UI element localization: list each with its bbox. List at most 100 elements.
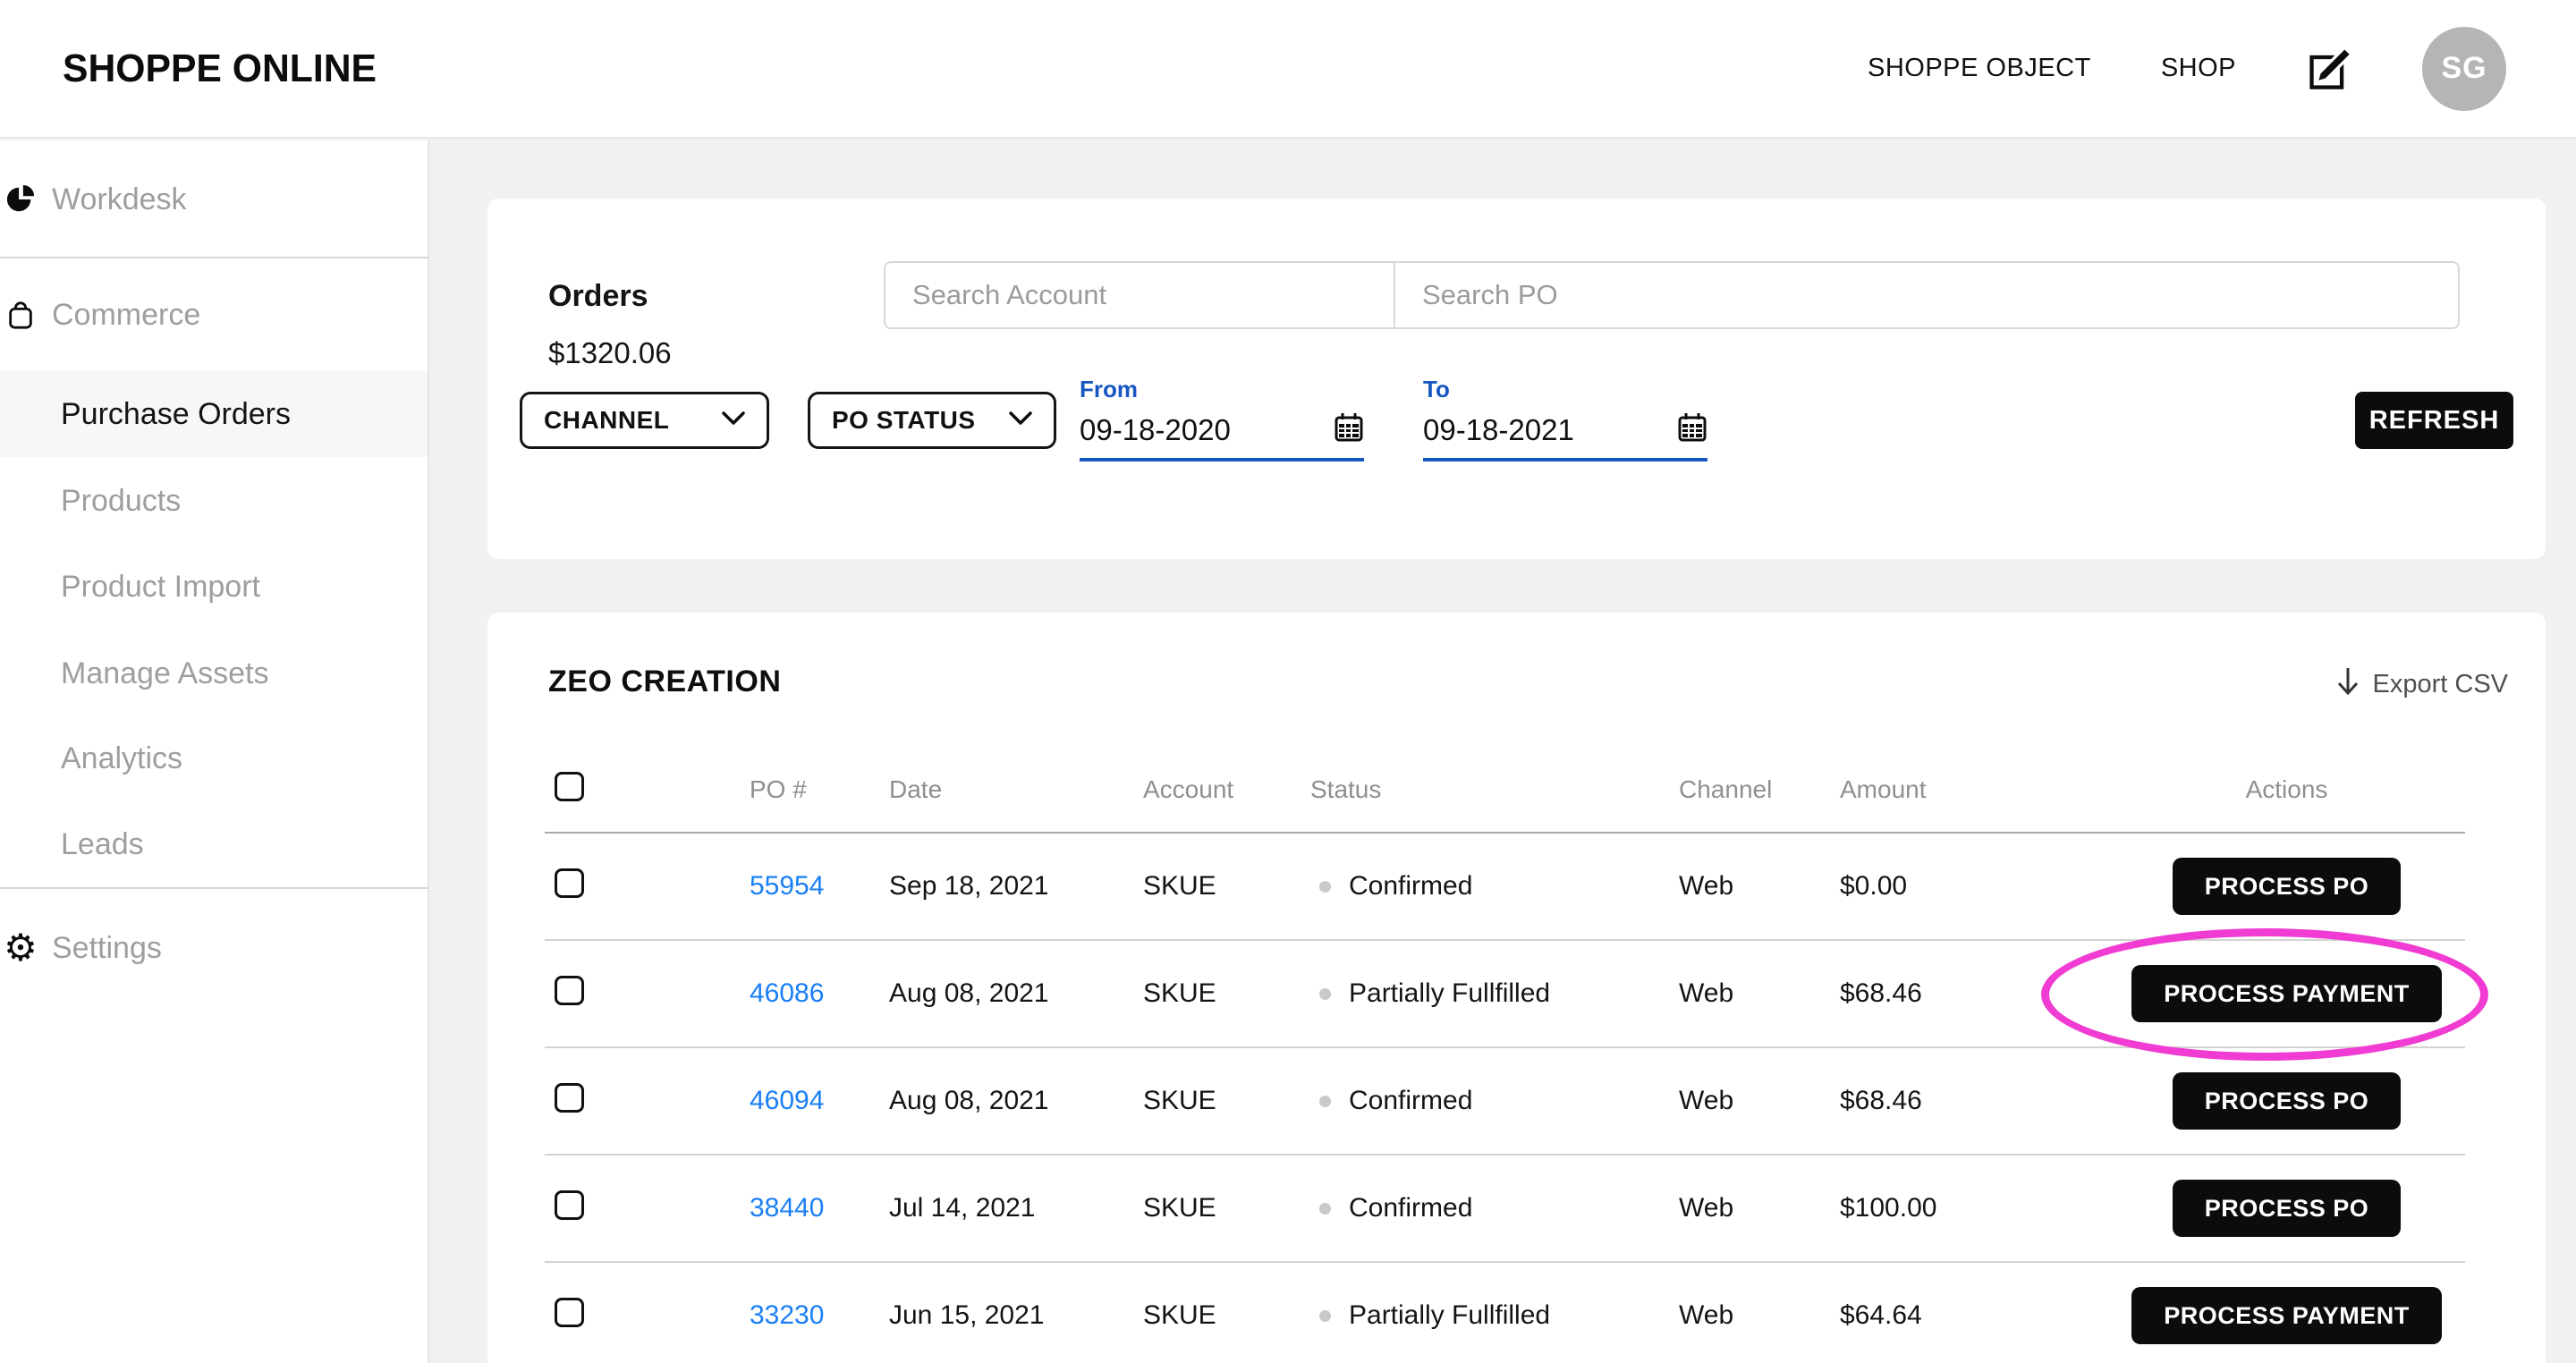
- order-amount: $68.46: [1840, 978, 1922, 1008]
- po-status-select[interactable]: PO STATUS: [808, 392, 1056, 449]
- compose-edit-icon[interactable]: [2306, 45, 2352, 92]
- column-header-channel: Channel: [1679, 775, 1773, 803]
- select-all-checkbox[interactable]: [555, 771, 584, 801]
- sidebar-item-analytics[interactable]: Analytics: [0, 715, 428, 801]
- nav-shop[interactable]: SHOP: [2160, 54, 2236, 82]
- column-header-actions: Actions: [2245, 775, 2328, 803]
- order-channel: Web: [1679, 1086, 1734, 1115]
- sidebar-item-label: Leads: [61, 826, 144, 861]
- sidebar-item-label: Purchase Orders: [61, 396, 291, 431]
- column-header-po: PO #: [750, 775, 807, 803]
- sidebar-item-products[interactable]: Products: [0, 458, 428, 544]
- sidebar-item-label: Commerce: [52, 297, 201, 332]
- date-to-value[interactable]: 09-18-2021: [1423, 412, 1574, 446]
- sidebar-item-purchase-orders[interactable]: Purchase Orders: [0, 371, 428, 457]
- sidebar-item-label: Workdesk: [52, 182, 187, 216]
- order-date: Sep 18, 2021: [889, 871, 1049, 901]
- sidebar-item-commerce[interactable]: Commerce: [0, 272, 428, 358]
- export-csv-label: Export CSV: [2372, 670, 2509, 698]
- account-group-title: ZEO CREATION: [548, 665, 782, 698]
- row-checkbox[interactable]: [555, 1082, 584, 1113]
- search-account-input[interactable]: [886, 263, 1395, 327]
- purchase-orders-panel: ZEO CREATION Export CSV PO # Date Accoun…: [487, 613, 2546, 1363]
- sidebar-item-product-import[interactable]: Product Import: [0, 544, 428, 630]
- row-checkbox[interactable]: [555, 1297, 584, 1327]
- order-status: Confirmed: [1349, 1086, 1473, 1115]
- order-status: Partially Fullfilled: [1349, 1300, 1551, 1330]
- table-body: 55954 Sep 18, 2021 SKUE Confirmed Web $0…: [545, 834, 2465, 1363]
- date-to-field[interactable]: To 09-18-2021: [1423, 376, 1707, 461]
- table-header-row: PO # Date Account Status Channel Amount …: [545, 747, 2465, 834]
- sidebar-item-label: Analytics: [61, 741, 183, 775]
- column-header-status: Status: [1310, 775, 1382, 803]
- search-group: [884, 261, 2460, 329]
- process-action-button[interactable]: PROCESS PAYMENT: [2131, 965, 2442, 1022]
- sidebar-item-settings[interactable]: ⚙ Settings: [0, 905, 428, 991]
- po-number-link[interactable]: 38440: [750, 1193, 825, 1223]
- status-dot-icon: [1319, 1202, 1331, 1215]
- process-action-button[interactable]: PROCESS PO: [2172, 858, 2402, 915]
- order-account: SKUE: [1143, 871, 1216, 901]
- channel-select-label: CHANNEL: [544, 406, 670, 434]
- pie-chart-icon: [5, 183, 36, 216]
- process-action-button[interactable]: PROCESS PO: [2172, 1072, 2402, 1130]
- status-dot-icon: [1319, 987, 1331, 1000]
- table-row: 38440 Jul 14, 2021 SKUE Confirmed Web $1…: [545, 1156, 2465, 1263]
- table-row: 55954 Sep 18, 2021 SKUE Confirmed Web $0…: [545, 834, 2465, 941]
- table-row: 46086 Aug 08, 2021 SKUE Partially Fullfi…: [545, 941, 2465, 1048]
- order-amount: $0.00: [1840, 871, 1908, 901]
- gear-icon: ⚙: [4, 926, 38, 969]
- status-dot-icon: [1319, 880, 1331, 893]
- order-status: Partially Fullfilled: [1349, 978, 1551, 1008]
- date-from-value[interactable]: 09-18-2020: [1080, 412, 1231, 446]
- purchase-orders-table: PO # Date Account Status Channel Amount …: [545, 747, 2465, 1363]
- order-account: SKUE: [1143, 978, 1216, 1008]
- search-po-input[interactable]: [1395, 263, 2458, 327]
- order-amount: $64.64: [1840, 1300, 1922, 1330]
- order-status: Confirmed: [1349, 1193, 1473, 1223]
- po-number-link[interactable]: 46086: [750, 978, 825, 1008]
- column-header-amount: Amount: [1840, 775, 1927, 803]
- table-row: 33230 Jun 15, 2021 SKUE Partially Fullfi…: [545, 1263, 2465, 1363]
- header-nav: SHOPPE OBJECT SHOP SG: [1868, 0, 2506, 137]
- process-action-button[interactable]: PROCESS PAYMENT: [2131, 1287, 2442, 1344]
- channel-select[interactable]: CHANNEL: [520, 392, 769, 449]
- sidebar-divider: [0, 887, 428, 889]
- orders-filter-panel: Orders $1320.06 CHANNEL PO STATUS From 0…: [487, 199, 2546, 559]
- order-date: Aug 08, 2021: [889, 1086, 1049, 1115]
- order-channel: Web: [1679, 978, 1734, 1008]
- order-amount: $68.46: [1840, 1086, 1922, 1115]
- row-checkbox[interactable]: [555, 1189, 584, 1220]
- sidebar-item-leads[interactable]: Leads: [0, 801, 428, 887]
- status-dot-icon: [1319, 1095, 1331, 1107]
- status-dot-icon: [1319, 1309, 1331, 1322]
- po-number-link[interactable]: 33230: [750, 1300, 825, 1330]
- app-header: SHOPPE ONLINE SHOPPE OBJECT SHOP SG: [0, 0, 2576, 139]
- po-number-link[interactable]: 55954: [750, 871, 825, 901]
- nav-shoppe-object[interactable]: SHOPPE OBJECT: [1867, 54, 2091, 82]
- order-amount: $100.00: [1840, 1193, 1937, 1223]
- sidebar-item-label: Manage Assets: [61, 656, 269, 690]
- export-csv-button[interactable]: Export CSV: [2335, 666, 2509, 703]
- row-checkbox[interactable]: [555, 868, 584, 898]
- process-action-button[interactable]: PROCESS PO: [2172, 1180, 2402, 1237]
- sidebar-item-workdesk[interactable]: Workdesk: [0, 157, 428, 242]
- order-date: Aug 08, 2021: [889, 978, 1049, 1008]
- shopping-bag-icon: [5, 299, 36, 331]
- sidebar-item-label: Products: [61, 483, 182, 518]
- column-header-account: Account: [1143, 775, 1234, 803]
- user-avatar[interactable]: SG: [2422, 26, 2506, 111]
- sidebar-item-manage-assets[interactable]: Manage Assets: [0, 631, 428, 716]
- po-number-link[interactable]: 46094: [750, 1086, 825, 1115]
- calendar-icon[interactable]: [1334, 412, 1364, 447]
- row-checkbox[interactable]: [555, 975, 584, 1005]
- refresh-button[interactable]: REFRESH: [2355, 392, 2513, 449]
- sidebar-item-label: Settings: [52, 930, 162, 965]
- date-from-field[interactable]: From 09-18-2020: [1080, 376, 1364, 461]
- app-logo: SHOPPE ONLINE: [63, 46, 377, 90]
- chevron-down-icon: [1009, 411, 1032, 430]
- calendar-icon[interactable]: [1677, 412, 1707, 447]
- order-status: Confirmed: [1349, 871, 1473, 901]
- order-channel: Web: [1679, 1300, 1734, 1330]
